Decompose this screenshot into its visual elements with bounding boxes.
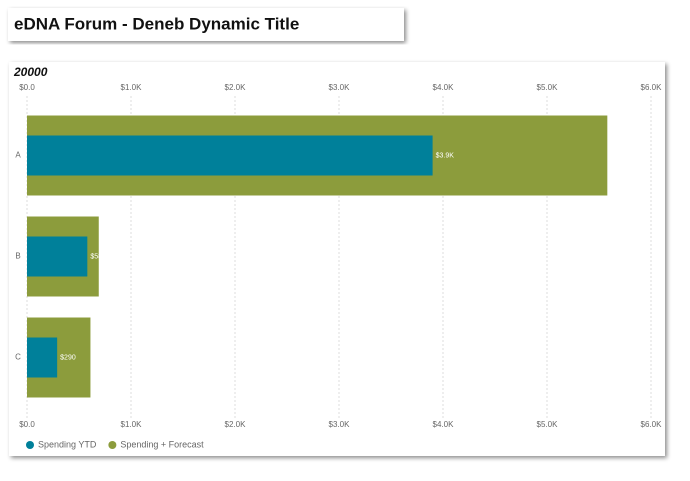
x-tick-label-bottom: $4.0K: [433, 420, 455, 429]
bar: [27, 236, 88, 277]
x-tick-label-top: $2.0K: [225, 83, 247, 92]
y-tick-label: B: [15, 252, 20, 261]
bar: [27, 337, 58, 378]
x-tick-label-top: $5.0K: [537, 83, 559, 92]
x-tick-label-top: $4.0K: [433, 83, 455, 92]
page-title: eDNA Forum - Deneb Dynamic Title: [14, 14, 299, 33]
x-tick-label-top: $0.0: [19, 83, 35, 92]
data-label: $290: [60, 354, 76, 361]
y-tick-label: A: [15, 151, 21, 160]
legend-label: Spending + Forecast: [120, 439, 204, 449]
x-tick-label-bottom: $0.0: [19, 420, 35, 429]
data-label: $580: [90, 253, 106, 260]
bar: [27, 135, 433, 176]
y-tick-label: C: [15, 353, 21, 362]
x-tick-label-bottom: $1.0K: [121, 420, 143, 429]
x-tick-label-top: $1.0K: [121, 83, 143, 92]
chart-subtitle: 20000: [13, 65, 48, 79]
x-tick-label-bottom: $3.0K: [329, 420, 351, 429]
x-tick-label-top: $3.0K: [329, 83, 351, 92]
x-tick-label-bottom: $5.0K: [537, 420, 559, 429]
x-tick-label-bottom: $2.0K: [225, 420, 247, 429]
x-tick-label-top: $6.0K: [641, 83, 663, 92]
legend-swatch: [108, 441, 117, 449]
data-label: $3.9K: [436, 152, 455, 159]
title-box: [8, 8, 404, 41]
legend-label: Spending YTD: [38, 439, 97, 449]
legend-swatch: [26, 441, 34, 449]
x-tick-label-bottom: $6.0K: [641, 420, 663, 429]
